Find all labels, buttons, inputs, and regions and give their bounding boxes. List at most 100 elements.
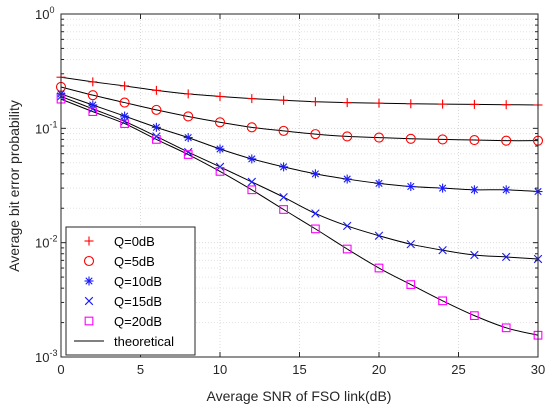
data-point-Q=20dB bbox=[501, 323, 511, 333]
data-point-Q=15dB bbox=[215, 162, 225, 172]
data-point-Q=20dB bbox=[470, 311, 479, 321]
data-point-Q=15dB bbox=[470, 250, 479, 260]
data-point-Q=15dB bbox=[247, 177, 257, 187]
data-point-Q=10dB bbox=[183, 133, 193, 143]
legend-box bbox=[65, 226, 196, 356]
x-tick-label: 10 bbox=[213, 362, 227, 377]
data-point-Q=20dB bbox=[438, 296, 447, 306]
theory-line-Q=10dB bbox=[60, 93, 539, 193]
data-point-Q=20dB bbox=[247, 185, 257, 195]
theory-line-Q=20dB bbox=[60, 98, 539, 336]
data-point-Q=5dB bbox=[246, 122, 257, 133]
y-axis-label: Average bit error probability bbox=[6, 100, 22, 272]
data-point-Q=0dB bbox=[120, 81, 130, 91]
legend: Q=0dB Q=5dB Q=10dB Q=15dB Q=20dB theoretical bbox=[65, 226, 196, 356]
data-point-Q=10dB bbox=[120, 111, 130, 121]
data-point-Q=20dB bbox=[152, 135, 161, 144]
data-point-Q=15dB bbox=[120, 117, 129, 126]
data-point-Q=5dB bbox=[214, 117, 226, 128]
data-point-Q=0dB bbox=[374, 98, 384, 108]
legend-marker bbox=[83, 255, 95, 267]
data-point-Q=5dB bbox=[501, 135, 512, 146]
data-point-Q=20dB bbox=[279, 205, 288, 214]
legend-marker bbox=[84, 296, 94, 306]
data-point-Q=15dB bbox=[501, 252, 511, 262]
data-point-Q=15dB bbox=[152, 132, 161, 141]
y-tick-label: 10-3 bbox=[35, 348, 57, 365]
data-point-Q=5dB bbox=[405, 133, 416, 144]
data-point-Q=10dB bbox=[310, 169, 320, 179]
data-point-Q=15dB bbox=[88, 104, 98, 114]
data-point-Q=5dB bbox=[437, 134, 448, 145]
data-point-Q=15dB bbox=[438, 245, 447, 255]
theory-line-Q=15dB bbox=[60, 95, 539, 260]
data-point-Q=10dB bbox=[374, 178, 384, 188]
data-point-Q=10dB bbox=[279, 162, 289, 172]
legend-label: Q=0dB bbox=[114, 234, 155, 249]
theory-line-Q=5dB bbox=[60, 86, 539, 142]
data-point-Q=0dB bbox=[342, 98, 352, 108]
legend-marker bbox=[84, 316, 94, 326]
data-point-Q=15dB bbox=[279, 192, 288, 202]
data-point-Q=0dB bbox=[88, 77, 98, 87]
data-point-Q=10dB bbox=[501, 185, 511, 195]
y-tick-label: 10-2 bbox=[35, 234, 57, 251]
data-point-Q=10dB bbox=[151, 122, 161, 132]
data-point-Q=20dB bbox=[342, 244, 352, 254]
theoretical-curves bbox=[60, 76, 539, 336]
data-point-Q=0dB bbox=[279, 95, 289, 105]
data-point-Q=15dB bbox=[311, 209, 320, 218]
data-point-Q=15dB bbox=[406, 239, 416, 249]
simulation-markers bbox=[55, 72, 544, 340]
data-point-Q=5dB bbox=[87, 90, 98, 101]
x-tick-label: 25 bbox=[451, 362, 465, 377]
data-point-Q=15dB bbox=[183, 147, 193, 157]
data-point-Q=0dB bbox=[247, 94, 257, 104]
data-point-Q=5dB bbox=[310, 129, 321, 140]
data-point-Q=0dB bbox=[406, 99, 416, 109]
axis-ticks bbox=[60, 13, 539, 358]
data-point-Q=5dB bbox=[151, 104, 162, 115]
y-tick-label: 100 bbox=[35, 5, 54, 22]
data-point-Q=5dB bbox=[469, 134, 480, 146]
x-tick-label: 15 bbox=[292, 362, 306, 377]
legend-label: Q=15dB bbox=[114, 294, 162, 309]
data-point-Q=20dB bbox=[406, 280, 416, 289]
x-tick-label: 20 bbox=[372, 362, 386, 377]
data-point-Q=15dB bbox=[374, 231, 384, 240]
legend-label: Q=10dB bbox=[114, 274, 162, 289]
data-point-Q=20dB bbox=[183, 150, 193, 159]
data-point-Q=10dB bbox=[247, 154, 257, 164]
data-point-Q=0dB bbox=[310, 97, 320, 107]
data-point-Q=5dB bbox=[342, 131, 353, 142]
tick-labels: 0 5 10 15 20 25 30 100 10-1 10-2 10-3 bbox=[35, 5, 545, 377]
data-point-Q=15dB bbox=[342, 221, 352, 231]
data-point-Q=20dB bbox=[215, 167, 225, 176]
x-tick-label: 0 bbox=[57, 362, 64, 377]
data-point-Q=5dB bbox=[119, 97, 130, 108]
data-point-Q=0dB bbox=[215, 91, 225, 101]
data-point-Q=20dB bbox=[88, 107, 98, 117]
data-point-Q=0dB bbox=[183, 89, 193, 99]
data-point-Q=0dB bbox=[469, 99, 479, 109]
data-point-Q=10dB bbox=[469, 185, 479, 195]
x-tick-label: 30 bbox=[531, 362, 545, 377]
legend-label: Q=20dB bbox=[114, 314, 162, 329]
data-point-Q=0dB bbox=[501, 100, 511, 110]
legend-marker bbox=[84, 276, 94, 286]
theory-line-Q=0dB bbox=[60, 76, 539, 106]
legend-label: theoretical bbox=[114, 334, 174, 349]
x-axis-label: Average SNR of FSO link(dB) bbox=[207, 388, 392, 404]
legend-marker bbox=[84, 236, 94, 246]
x-tick-label: 5 bbox=[137, 362, 144, 377]
y-tick-label: 10-1 bbox=[35, 119, 57, 136]
data-point-Q=10dB bbox=[438, 183, 448, 193]
data-point-Q=20dB bbox=[374, 263, 384, 273]
data-point-Q=5dB bbox=[373, 132, 385, 143]
legend-label: Q=5dB bbox=[114, 254, 155, 269]
data-point-Q=10dB bbox=[215, 144, 225, 154]
data-point-Q=0dB bbox=[438, 99, 448, 109]
data-point-Q=5dB bbox=[183, 111, 194, 122]
data-point-Q=10dB bbox=[342, 174, 352, 184]
